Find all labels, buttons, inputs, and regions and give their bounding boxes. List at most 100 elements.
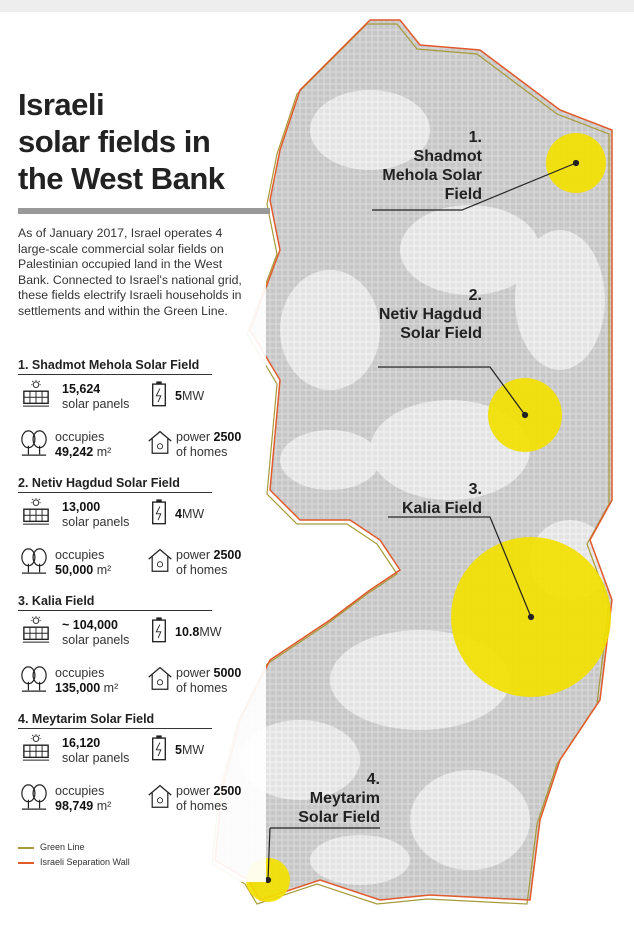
- text: MW: [199, 625, 222, 639]
- line: occupies: [55, 548, 111, 563]
- homes: power 2500 of homes: [176, 548, 241, 578]
- text: occupies: [55, 666, 105, 680]
- field-heading: 4. Meytarim Solar Field: [18, 712, 212, 729]
- panels: 13,000 solar panels: [62, 500, 129, 530]
- line: 13,000: [62, 500, 129, 515]
- capacity: 4MW: [175, 507, 204, 522]
- line: solar panels: [62, 515, 129, 530]
- field-heading: 3. Kalia Field: [18, 594, 212, 611]
- field-heading: 1. Shadmot Mehola Solar Field: [18, 358, 212, 375]
- leader: [378, 366, 526, 416]
- line: power 2500: [176, 784, 241, 799]
- leader: [267, 827, 271, 881]
- field-heading: 2. Netiv Hagdud Solar Field: [18, 476, 212, 493]
- value: 10.8: [175, 625, 200, 639]
- legend-label: Green Line: [40, 842, 85, 852]
- text: occupies: [55, 784, 105, 798]
- text: Netiv Hagdud Solar Field: [31, 476, 180, 490]
- text: power: [176, 430, 211, 444]
- text: of homes: [176, 799, 228, 813]
- map-label-name: Kalia Field: [401, 500, 482, 517]
- line: power 2500: [176, 548, 241, 563]
- map-label: 1. Shadmot Mehola Solar Field: [372, 128, 482, 204]
- area: occupies 98,749 m²: [55, 784, 111, 814]
- area: occupies 49,242 m²: [55, 430, 111, 460]
- map-label-number: 1.: [468, 129, 482, 146]
- line: 15,624: [62, 382, 129, 397]
- text: 4.: [18, 712, 29, 726]
- value: 49,242: [55, 445, 94, 459]
- value: 5: [175, 743, 182, 757]
- text: of homes: [176, 563, 228, 577]
- text: Shadmot Mehola Solar Field: [31, 358, 200, 372]
- line: solar panels: [62, 633, 129, 648]
- line: 16,120: [62, 736, 129, 751]
- line: power 5000: [176, 666, 241, 681]
- map-label: 2. Netiv Hagdud Solar Field: [372, 286, 482, 343]
- site-dot: [527, 613, 535, 621]
- value: 2500: [213, 430, 242, 444]
- text: 3.: [18, 594, 29, 608]
- value: 13,000: [62, 500, 101, 514]
- text: m²: [96, 445, 112, 459]
- value: 5: [175, 389, 182, 403]
- line: of homes: [176, 799, 241, 814]
- text: of homes: [176, 445, 228, 459]
- line: 49,242 m²: [55, 445, 111, 460]
- leader: [372, 162, 577, 211]
- site-dot: [264, 876, 272, 884]
- line: 50,000 m²: [55, 563, 111, 578]
- line: ~ 104,000: [62, 618, 129, 633]
- leader: [388, 516, 532, 618]
- capacity: 10.8MW: [175, 625, 222, 640]
- title-line: the West Bank: [18, 161, 225, 196]
- line: occupies: [55, 430, 111, 445]
- title-line: solar fields in: [18, 124, 211, 159]
- value: ~ 104,000: [62, 618, 118, 632]
- line: occupies: [55, 784, 111, 799]
- map-label: 4. Meytarim Solar Field: [270, 770, 380, 827]
- map-label-name: Netiv Hagdud Solar Field: [378, 306, 482, 342]
- text: of homes: [176, 681, 228, 695]
- area: occupies 50,000 m²: [55, 548, 111, 578]
- line: of homes: [176, 445, 241, 460]
- title-line: Israeli: [18, 87, 105, 122]
- map-label-name: Shadmot Mehola Solar Field: [382, 148, 482, 203]
- value: 98,749: [55, 799, 94, 813]
- value: 2500: [213, 784, 242, 798]
- line: 98,749 m²: [55, 799, 111, 814]
- map-label-number: 4.: [366, 771, 380, 788]
- value: 135,000: [55, 681, 101, 695]
- panels: 16,120 solar panels: [62, 736, 129, 766]
- line: of homes: [176, 681, 241, 696]
- text: power: [176, 548, 211, 562]
- value: 50,000: [55, 563, 94, 577]
- text: m²: [96, 563, 112, 577]
- line: 135,000 m²: [55, 681, 118, 696]
- legend-label: Israeli Separation Wall: [40, 857, 130, 867]
- text: MW: [181, 389, 205, 403]
- text: power: [176, 784, 211, 798]
- line: of homes: [176, 563, 241, 578]
- text: power: [176, 666, 211, 680]
- line: occupies: [55, 666, 118, 681]
- capacity: 5MW: [175, 389, 204, 404]
- text: Meytarim Solar Field: [31, 712, 155, 726]
- map-label-number: 3.: [468, 481, 482, 498]
- value: 4: [175, 507, 182, 521]
- homes: power 5000 of homes: [176, 666, 241, 696]
- title: Israeli solar fields in the West Bank: [18, 86, 225, 197]
- text: solar panels: [62, 397, 130, 411]
- panels: ~ 104,000 solar panels: [62, 618, 129, 648]
- homes: power 2500 of homes: [176, 784, 241, 814]
- text: 1.: [18, 358, 29, 372]
- capacity: 5MW: [175, 743, 204, 758]
- map-label-name: Meytarim Solar Field: [298, 790, 380, 826]
- text: solar panels: [62, 515, 130, 529]
- text: occupies: [55, 548, 105, 562]
- text: m²: [96, 799, 112, 813]
- text: Kalia Field: [31, 594, 95, 608]
- area: occupies 135,000 m²: [55, 666, 118, 696]
